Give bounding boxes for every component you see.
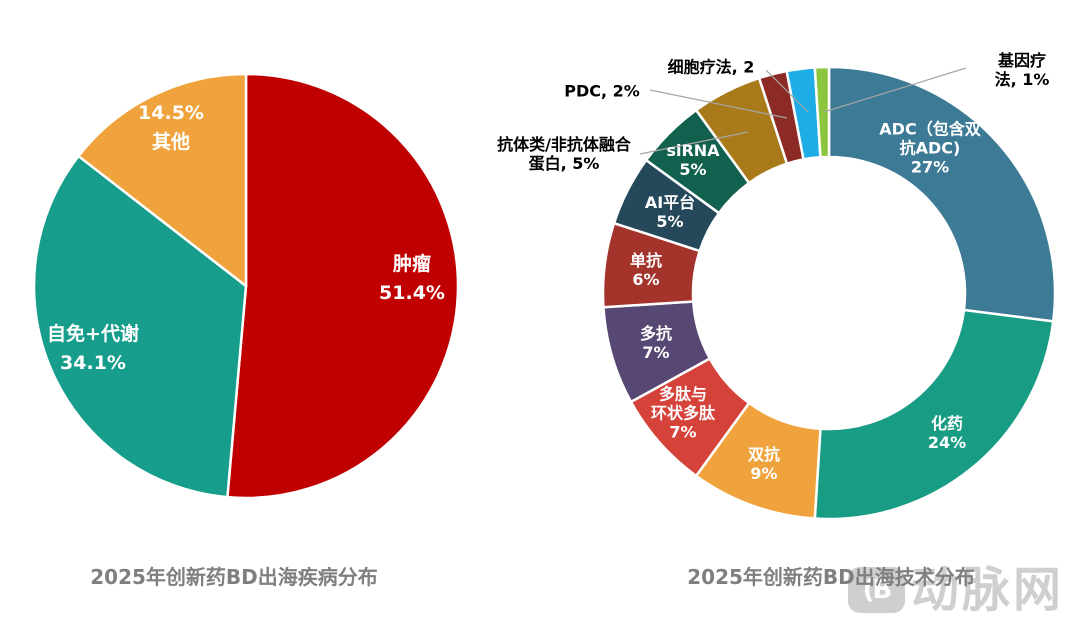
watermark: (B 动脉网 bbox=[848, 560, 1064, 620]
right-donut-slice-0 bbox=[827, 65, 1057, 323]
vcbeat-logo-icon: (B bbox=[848, 567, 905, 613]
leader-line-pdc bbox=[649, 89, 788, 119]
left-pie-slice-0 bbox=[226, 72, 460, 500]
left-pie-chart bbox=[32, 72, 460, 500]
leader-line-gene-therapy bbox=[823, 67, 967, 113]
left-chart-title: 2025年创新药BD出海疾病分布 bbox=[90, 565, 378, 589]
left-pie-slice-1 bbox=[32, 154, 248, 499]
watermark-text: 动脉网 bbox=[911, 562, 1065, 618]
left-pie-slice-2 bbox=[77, 72, 248, 288]
right-chart-title: 2025年创新药BD出海技术分布 bbox=[687, 565, 975, 589]
right-donut-chart bbox=[601, 65, 1057, 521]
leader-line-antibody-fusion bbox=[639, 131, 749, 155]
right-donut-slice-11 bbox=[813, 65, 831, 159]
leader-line-cell-therapy bbox=[765, 69, 809, 113]
right-donut-slice-1 bbox=[813, 308, 1055, 521]
